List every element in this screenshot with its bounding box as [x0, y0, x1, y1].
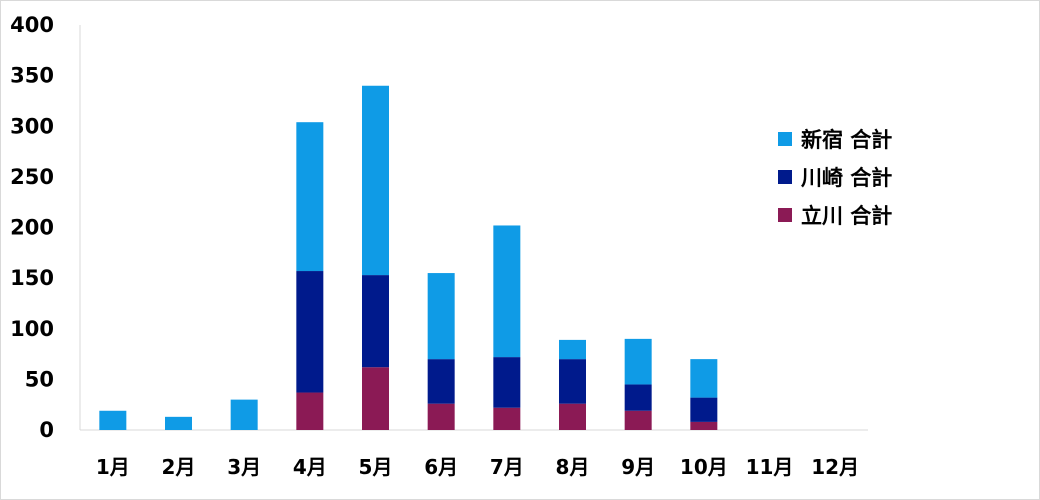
legend-label-kawasaki: 川崎 合計	[801, 166, 893, 190]
bar-segment	[427, 403, 455, 430]
x-tick-label: 9月	[621, 455, 655, 479]
legend-label-tachikawa: 立川 合計	[801, 204, 893, 228]
x-tick-label: 5月	[359, 455, 393, 479]
bar-segment	[624, 338, 652, 385]
x-tick-label: 6月	[424, 455, 458, 479]
bar-segment	[427, 359, 455, 404]
y-tick-label: 100	[10, 317, 54, 341]
y-tick-label: 350	[10, 64, 54, 88]
x-tick-label: 8月	[556, 455, 590, 479]
y-tick-label: 150	[10, 266, 54, 290]
legend-swatch-tachikawa	[778, 208, 792, 222]
bar-segment	[624, 410, 652, 430]
x-tick-label: 3月	[227, 455, 261, 479]
bar-segment	[690, 421, 718, 430]
bar-segment	[493, 407, 521, 430]
bar-segment	[559, 339, 586, 360]
y-tick-label: 300	[10, 114, 54, 138]
x-tick-label: 10月	[680, 455, 728, 479]
bar-segment	[362, 85, 389, 276]
legend-swatch-shinjuku	[778, 132, 792, 146]
bar-segment	[493, 225, 521, 358]
bar-segment	[624, 384, 652, 411]
bar-segment	[296, 392, 324, 430]
legend-item-shinjuku: 新宿 合計	[778, 120, 892, 158]
legend-item-tachikawa: 立川 合計	[778, 196, 892, 234]
x-tick-label: 4月	[293, 455, 327, 479]
bar-segment	[165, 416, 192, 430]
y-tick-label: 400	[10, 13, 54, 37]
bar-segment	[690, 359, 718, 398]
bar-segment	[230, 399, 258, 430]
y-tick-label: 0	[39, 418, 54, 442]
legend: 新宿 合計 川崎 合計 立川 合計	[778, 120, 892, 234]
x-tick-label: 11月	[746, 455, 794, 479]
bar-segment	[427, 273, 455, 360]
bar-segment	[362, 275, 389, 368]
bar-segment	[690, 397, 718, 422]
y-tick-label: 200	[10, 216, 54, 240]
bar-segment	[99, 410, 127, 430]
y-tick-label: 250	[10, 165, 54, 189]
x-tick-label: 12月	[811, 455, 859, 479]
y-tick-label: 50	[25, 367, 54, 391]
x-tick-label: 1月	[96, 455, 130, 479]
bar-segment	[296, 122, 324, 272]
legend-item-kawasaki: 川崎 合計	[778, 158, 892, 196]
legend-label-shinjuku: 新宿 合計	[801, 128, 893, 152]
x-tick-label: 2月	[162, 455, 196, 479]
legend-swatch-kawasaki	[778, 170, 792, 184]
bar-segment	[559, 359, 586, 404]
x-tick-label: 7月	[490, 455, 524, 479]
bar-segment	[493, 357, 521, 408]
bar-segment	[559, 403, 586, 430]
bar-segment	[362, 367, 389, 430]
bar-segment	[296, 271, 324, 393]
